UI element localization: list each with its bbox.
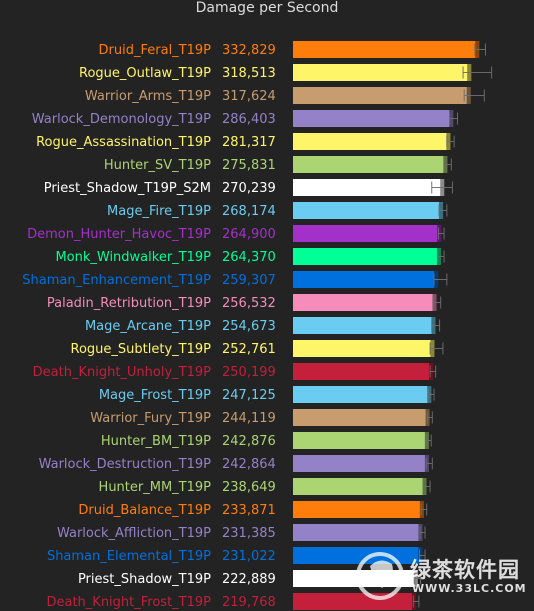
bar xyxy=(293,271,439,288)
row-label: Warlock_Demonology_T19P xyxy=(32,112,211,127)
bar xyxy=(293,179,445,196)
row-label: Druid_Feral_T19P xyxy=(99,43,212,58)
row-label: Paladin_Retribution_T19P xyxy=(47,296,211,311)
row-value: 238,649 xyxy=(222,480,276,495)
row-value: 242,876 xyxy=(222,434,276,449)
row-value: 250,199 xyxy=(222,365,276,380)
bar xyxy=(293,248,441,265)
row-value: 286,403 xyxy=(222,112,276,127)
bar xyxy=(293,340,435,357)
row-label: Demon_Hunter_Havoc_T19P xyxy=(27,227,211,242)
row-value: 318,513 xyxy=(222,66,276,81)
row-label: Monk_Windwalker_T19P xyxy=(55,250,211,265)
row-value: 244,119 xyxy=(222,411,276,426)
bar xyxy=(293,202,444,219)
row-value: 233,871 xyxy=(222,503,276,518)
row-value: 317,624 xyxy=(222,89,276,104)
row-label: Warlock_Destruction_T19P xyxy=(39,457,212,472)
watermark-text: 绿茶软件园 xyxy=(410,558,520,582)
bar xyxy=(293,363,433,380)
row-value: 268,174 xyxy=(222,204,276,219)
bar xyxy=(293,294,437,311)
bar xyxy=(293,110,454,127)
row-value: 259,307 xyxy=(222,273,276,288)
bar xyxy=(293,64,472,81)
bar xyxy=(293,547,423,564)
row-value: 254,673 xyxy=(222,319,276,334)
row-value: 270,239 xyxy=(222,181,276,196)
bar xyxy=(293,432,429,449)
chart-title: Damage per Second xyxy=(195,0,339,16)
row-label: Mage_Arcane_T19P xyxy=(85,319,211,334)
row-value: 264,370 xyxy=(222,250,276,265)
row-value: 264,900 xyxy=(222,227,276,242)
row-label: Rogue_Outlaw_T19P xyxy=(79,66,211,81)
bar xyxy=(293,501,424,518)
row-label: Hunter_SV_T19P xyxy=(104,158,211,173)
watermark-logo-icon xyxy=(356,552,404,600)
row-label: Death_Knight_Unholy_T19P xyxy=(33,365,212,380)
row-label: Warlock_Affliction_T19P xyxy=(57,526,211,541)
row-value: 222,889 xyxy=(222,572,276,587)
bar xyxy=(293,225,442,242)
row-value: 281,317 xyxy=(222,135,276,150)
row-label: Priest_Shadow_T19P_S2M xyxy=(44,181,211,196)
bar xyxy=(293,41,480,58)
row-label: Mage_Fire_T19P xyxy=(107,204,211,219)
row-label: Druid_Balance_T19P xyxy=(78,503,211,518)
bar xyxy=(293,317,436,334)
row-value: 252,761 xyxy=(222,342,276,357)
row-label: Shaman_Enhancement_T19P xyxy=(22,273,211,288)
row-value: 332,829 xyxy=(222,43,276,58)
row-value: 275,831 xyxy=(222,158,276,173)
row-label: Rogue_Assassination_T19P xyxy=(36,135,211,150)
row-label: Shaman_Elemental_T19P xyxy=(47,549,211,564)
row-value: 231,022 xyxy=(222,549,276,564)
row-label: Warrior_Arms_T19P xyxy=(85,89,211,104)
row-label: Rogue_Subtlety_T19P xyxy=(71,342,212,357)
bar xyxy=(293,409,430,426)
bar xyxy=(293,478,427,495)
bar xyxy=(293,133,451,150)
watermark-url: WWW.33LC.COM xyxy=(412,582,527,595)
row-label: Hunter_MM_T19P xyxy=(99,480,212,495)
bar xyxy=(293,156,448,173)
row-value: 231,385 xyxy=(222,526,276,541)
row-value: 219,768 xyxy=(222,595,276,610)
row-label: Mage_Frost_T19P xyxy=(99,388,211,403)
site-watermark: 绿茶软件园 WWW.33LC.COM xyxy=(352,548,534,604)
row-label: Warrior_Fury_T19P xyxy=(90,411,211,426)
row-value: 256,532 xyxy=(222,296,276,311)
row-label: Hunter_BM_T19P xyxy=(101,434,211,449)
row-value: 242,864 xyxy=(222,457,276,472)
bar xyxy=(293,524,423,541)
row-label: Death_Knight_Frost_T19P xyxy=(46,595,211,610)
row-label: Priest_Shadow_T19P xyxy=(78,572,211,587)
bar xyxy=(293,87,471,104)
bar xyxy=(293,386,432,403)
bar xyxy=(293,455,429,472)
row-value: 247,125 xyxy=(222,388,276,403)
